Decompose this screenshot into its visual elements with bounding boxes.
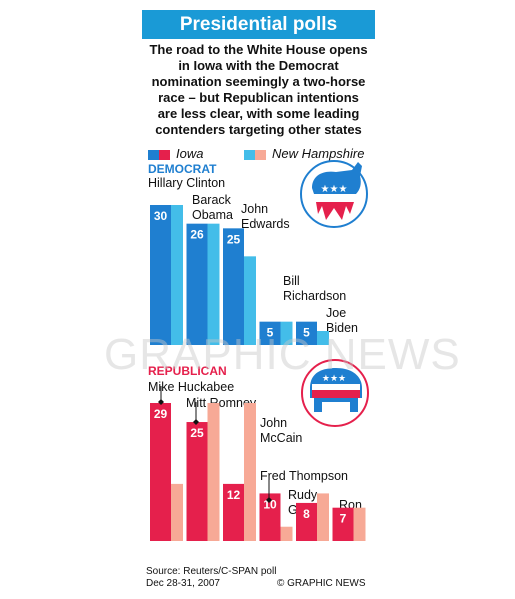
bar-iowa-joe-biden (296, 321, 317, 345)
value-label-barack-obama: 26 (190, 228, 204, 242)
cand-label-huckabee: Mike Huckabee (148, 380, 235, 394)
page-title: Presidential polls (142, 10, 375, 39)
bar-nh-barack-obama (207, 223, 220, 345)
bar-iowa-fred-thompson (259, 493, 281, 541)
value-label-rudy-giuliani: 8 (303, 507, 310, 521)
value-label-john-edwards: 25 (227, 232, 241, 246)
value-label-joe-biden: 5 (303, 326, 310, 340)
cand-label-clinton: Hillary Clinton (148, 176, 226, 190)
pointer-diamond-thompson (266, 497, 272, 503)
bar-iowa-hillary-clinton (150, 205, 171, 345)
value-label-mike-huckabee: 29 (154, 407, 168, 421)
bar-iowa-john-edwards (223, 228, 244, 345)
bar-iowa-mike-huckabee (150, 403, 171, 541)
bar-iowa-bill-richardson (259, 321, 281, 345)
intro-text: The road to the White House opens in Iow… (149, 42, 368, 137)
bar-nh-mike-huckabee (171, 483, 183, 541)
bar-nh-ron-paul (353, 507, 366, 541)
bar-iowa-rudy-giuliani (296, 502, 317, 541)
value-label-fred-thompson: 10 (263, 497, 277, 511)
cand-label-obama: Barack Obama (192, 193, 233, 222)
bar-nh-john-mccain (244, 403, 256, 541)
legend-swatch-rep-iowa (159, 149, 170, 160)
value-label-bill-richardson: 5 (267, 326, 274, 340)
date-text: Dec 28-31, 2007 (146, 578, 220, 589)
source-text: Source: Reuters/C-SPAN poll (146, 566, 277, 577)
bar-iowa-mitt-romney (186, 422, 208, 541)
cand-label-edwards: John Edwards (241, 202, 290, 231)
pointer-diamond-romney (193, 419, 199, 425)
bar-iowa-john-mccain (223, 483, 244, 541)
value-label-john-mccain: 12 (227, 488, 241, 502)
elephant-stars: ★★★ (322, 374, 346, 384)
bar-nh-mitt-romney (207, 403, 220, 541)
cand-label-mccain: John McCain (260, 416, 303, 445)
legend-label-iowa: Iowa (176, 146, 204, 161)
legend-iowa: Iowa (148, 146, 203, 161)
cand-label-thompson: Fred Thompson (260, 469, 349, 483)
cand-label-biden: Joe Biden (326, 306, 358, 335)
infographic: Presidential polls The road to the White… (142, 10, 375, 589)
bar-nh-rudy-giuliani (317, 493, 329, 541)
value-label-mitt-romney: 25 (190, 426, 204, 440)
pointer-diamond-huckabee (158, 399, 164, 405)
legend-swatch-dem-iowa (148, 149, 159, 160)
legend-label-nh: New Hampshire (272, 146, 365, 161)
legend-nh: New Hampshire (244, 146, 364, 161)
bar-iowa-barack-obama (186, 223, 208, 345)
legend-swatch-dem-nh (244, 149, 255, 160)
elephant-red-band-shape (312, 390, 360, 398)
cand-label-richardson: Bill Richardson (283, 274, 347, 303)
section-label-republican: REPUBLICAN (148, 364, 227, 378)
bar-nh-bill-richardson (280, 321, 293, 345)
cand-label-romney: Mitt Romney (186, 396, 257, 410)
credit-text: © GRAPHIC NEWS (277, 578, 366, 589)
value-label-ron-paul: 7 (340, 512, 347, 526)
value-label-hillary-clinton: 30 (154, 209, 168, 223)
bar-iowa-ron-paul (332, 507, 354, 541)
bar-nh-john-edwards (244, 256, 256, 345)
section-label-democrat: DEMOCRAT (148, 162, 217, 176)
bar-nh-hillary-clinton (171, 205, 183, 345)
donkey-legs-shape (316, 202, 354, 220)
bar-nh-joe-biden (317, 331, 329, 345)
elephant-band-shape (312, 384, 360, 390)
legend-swatch-rep-nh (255, 149, 266, 160)
bar-nh-fred-thompson (280, 526, 293, 541)
donkey-stars: ★★★ (321, 184, 348, 195)
donkey-body-shape (312, 162, 362, 194)
